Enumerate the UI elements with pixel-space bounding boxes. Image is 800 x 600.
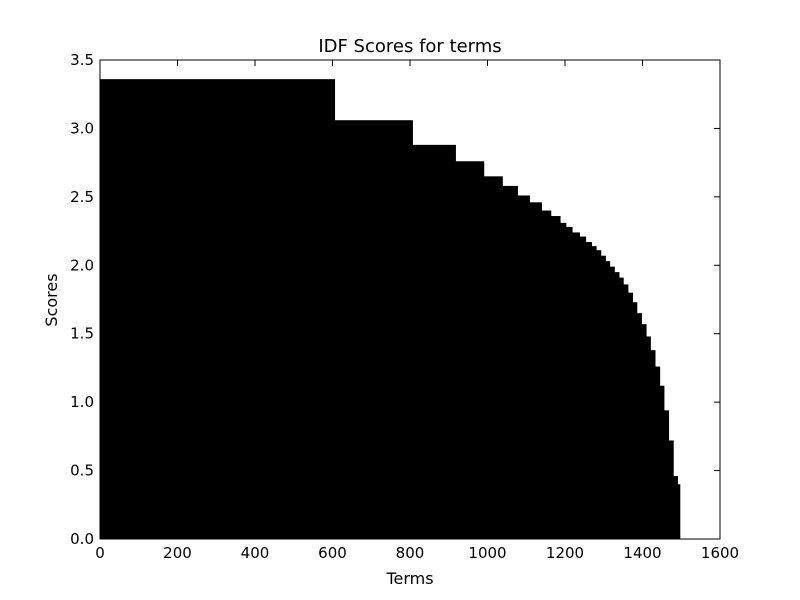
bar-step-25 — [636, 313, 642, 539]
chart-title: IDF Scores for terms — [318, 36, 501, 57]
bar-step-3 — [455, 161, 485, 539]
x-tick-label-6: 1200 — [546, 544, 584, 562]
bar-step-13 — [579, 236, 587, 539]
bar-step-14 — [585, 242, 592, 539]
x-tick-label-1: 200 — [163, 544, 192, 562]
bar-step-2 — [412, 144, 456, 539]
bars-layer — [100, 79, 681, 540]
y-tick-label-7: 3.5 — [70, 51, 94, 69]
ticks-layer: 0 200 400 600 800 1000 1200 1400 1600 0.0 0.5 1.0 1.… — [70, 51, 739, 562]
bar-step-10 — [559, 222, 567, 540]
bar-step-17 — [600, 255, 606, 539]
bar-step-11 — [565, 226, 573, 540]
bar-step-0 — [100, 79, 336, 539]
x-tick-label-8: 1600 — [701, 544, 739, 562]
bar-step-31 — [663, 410, 670, 539]
bar-step-21 — [618, 277, 624, 539]
bar-step-29 — [654, 366, 661, 539]
y-tick-label-1: 0.5 — [70, 462, 94, 480]
bar-step-6 — [517, 195, 530, 539]
bar-step-8 — [541, 210, 552, 540]
bar-step-16 — [596, 250, 602, 539]
y-axis-label: Scores — [42, 273, 61, 326]
bar-step-5 — [502, 185, 518, 539]
bar-step-33 — [673, 476, 678, 539]
x-tick-label-4: 800 — [396, 544, 425, 562]
bar-step-26 — [641, 324, 647, 539]
x-tick-label-7: 1400 — [623, 544, 661, 562]
y-tick-label-4: 2.0 — [70, 256, 94, 274]
bar-step-23 — [627, 292, 634, 539]
bar-step-19 — [609, 266, 615, 539]
bar-step-27 — [645, 336, 651, 539]
y-tick-label-6: 3.0 — [70, 119, 94, 137]
bar-step-20 — [614, 272, 620, 539]
x-axis-label: Terms — [385, 569, 433, 588]
bar-step-30 — [659, 385, 665, 539]
bar-step-22 — [623, 284, 629, 539]
x-tick-label-2: 400 — [241, 544, 270, 562]
bar-step-34 — [677, 484, 681, 539]
y-tick-label-5: 2.5 — [70, 188, 94, 206]
x-tick-label-0: 0 — [95, 544, 105, 562]
bar-step-4 — [483, 176, 503, 540]
bar-step-24 — [632, 302, 638, 539]
bar-step-9 — [550, 216, 561, 539]
bar-step-28 — [650, 350, 656, 539]
x-tick-label-3: 600 — [318, 544, 347, 562]
bar-step-15 — [591, 246, 597, 539]
bar-step-32 — [668, 440, 674, 539]
x-tick-label-5: 1000 — [468, 544, 506, 562]
y-tick-label-0: 0.0 — [70, 530, 94, 548]
y-tick-label-3: 1.5 — [70, 325, 94, 343]
bar-step-1 — [334, 120, 413, 540]
bar-step-7 — [529, 202, 542, 539]
bar-step-18 — [605, 261, 611, 539]
bar-step-12 — [571, 232, 580, 539]
y-tick-label-2: 1.0 — [70, 393, 94, 411]
